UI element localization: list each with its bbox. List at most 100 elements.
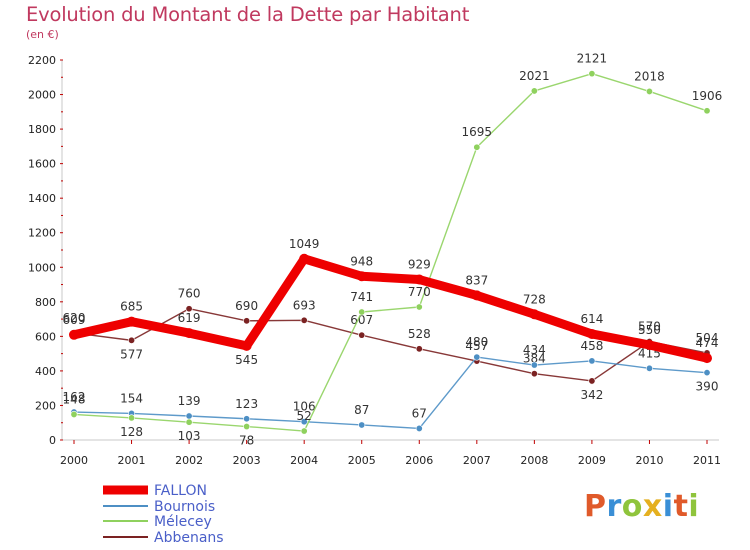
data-point <box>299 253 310 264</box>
data-label: 1906 <box>692 89 723 103</box>
data-label: 384 <box>523 352 546 366</box>
data-label: 770 <box>408 285 431 299</box>
data-point <box>300 316 308 324</box>
data-label: 148 <box>63 392 86 406</box>
data-point <box>358 331 366 339</box>
data-label: 87 <box>354 403 369 417</box>
data-point <box>300 418 308 426</box>
series-line <box>73 356 708 430</box>
data-label: 103 <box>178 429 201 443</box>
data-label: 545 <box>235 353 258 367</box>
data-label: 458 <box>580 339 603 353</box>
x-tick-label: 2005 <box>348 454 376 467</box>
data-label: 390 <box>696 380 719 394</box>
x-tick-label: 2004 <box>290 454 318 467</box>
data-point <box>300 427 308 435</box>
x-tick-label: 2006 <box>405 454 433 467</box>
chart-subtitle: (en €) <box>26 28 59 41</box>
data-label: 619 <box>178 311 201 325</box>
legend-label: FALLON <box>154 483 207 499</box>
data-point <box>185 412 193 420</box>
y-tick-label: 1200 <box>28 227 56 240</box>
x-tick-label: 2000 <box>60 454 88 467</box>
x-tick-label: 2001 <box>118 454 146 467</box>
legend-label: Mélecey <box>154 514 212 530</box>
data-point <box>185 418 193 426</box>
data-point <box>645 87 653 95</box>
legend-label: Bournois <box>154 499 215 515</box>
data-label: 609 <box>63 313 86 327</box>
data-label: 342 <box>580 388 603 402</box>
data-label: 728 <box>523 292 546 306</box>
data-label: 620 <box>63 311 86 325</box>
data-label: 123 <box>235 397 258 411</box>
y-tick-label: 1800 <box>28 123 56 136</box>
data-label: 106 <box>293 400 316 414</box>
y-tick-label: 200 <box>35 399 56 412</box>
y-tick-label: 800 <box>35 296 56 309</box>
data-label: 614 <box>580 312 603 326</box>
data-point <box>586 328 597 339</box>
data-label: 693 <box>293 298 316 312</box>
data-label: 577 <box>120 347 143 361</box>
data-label: 154 <box>120 391 143 405</box>
y-tick-label: 1400 <box>28 192 56 205</box>
x-tick-label: 2002 <box>175 454 203 467</box>
data-point <box>530 361 538 369</box>
data-point <box>644 340 655 350</box>
y-tick-label: 2000 <box>28 89 56 102</box>
data-label: 837 <box>465 273 488 287</box>
data-label: 570 <box>638 320 661 334</box>
data-label: 690 <box>235 299 258 313</box>
data-point <box>414 274 425 285</box>
y-tick-label: 600 <box>35 330 56 343</box>
data-label: 685 <box>120 300 143 314</box>
data-point <box>529 309 540 320</box>
data-point <box>415 345 423 353</box>
data-point <box>184 328 195 339</box>
legend-label: Abbenans <box>154 530 224 546</box>
data-label: 162 <box>63 390 86 404</box>
data-point <box>126 316 137 327</box>
x-tick-label: 2003 <box>233 454 261 467</box>
y-tick-label: 0 <box>49 434 56 447</box>
data-label: 139 <box>178 394 201 408</box>
data-point <box>645 364 653 372</box>
y-tick-label: 1600 <box>28 158 56 171</box>
data-label: 528 <box>408 327 431 341</box>
series-line <box>73 308 708 382</box>
data-label: 550 <box>638 323 661 337</box>
x-tick-label: 2007 <box>463 454 491 467</box>
data-label: 78 <box>239 434 254 448</box>
data-point <box>358 421 366 429</box>
data-point <box>70 410 78 418</box>
x-tick-label: 2011 <box>693 454 721 467</box>
y-tick-label: 1000 <box>28 261 56 274</box>
y-tick-label: 2200 <box>28 54 56 67</box>
data-point <box>588 357 596 365</box>
y-tick-label: 400 <box>35 365 56 378</box>
data-point <box>703 369 711 377</box>
data-label: 434 <box>523 343 546 357</box>
data-label: 474 <box>696 336 719 350</box>
data-point <box>473 353 481 361</box>
data-point <box>473 143 481 151</box>
x-tick-label: 2009 <box>578 454 606 467</box>
data-point <box>588 70 596 78</box>
data-label: 760 <box>178 287 201 301</box>
data-point <box>185 305 193 313</box>
data-point <box>415 424 423 432</box>
data-label: 2021 <box>519 69 550 83</box>
data-point <box>415 303 423 311</box>
data-label: 457 <box>465 339 488 353</box>
chart-title: Evolution du Montant de la Dette par Hab… <box>26 3 470 26</box>
data-point <box>356 271 367 282</box>
data-label: 948 <box>350 254 373 268</box>
data-label: 128 <box>120 425 143 439</box>
data-point <box>243 415 251 423</box>
data-point <box>69 329 79 340</box>
data-point <box>702 353 712 364</box>
data-label: 504 <box>696 331 719 345</box>
